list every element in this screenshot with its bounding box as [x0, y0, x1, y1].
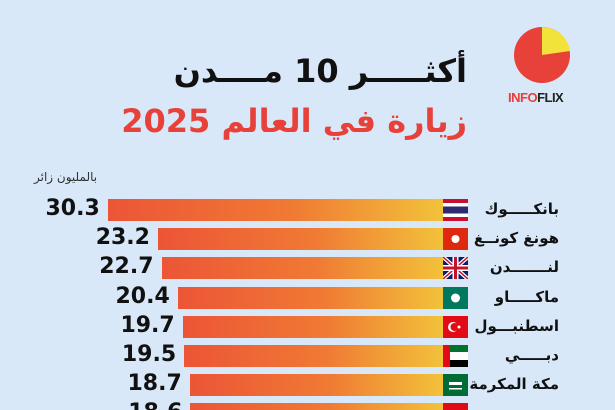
- bar: [161, 257, 443, 280]
- bar-row: 19.5 دبـــــي: [0, 342, 615, 368]
- value-label: 19.5: [121, 342, 177, 367]
- title-line-1: أكثـــــر 10 مــــدن: [173, 52, 467, 90]
- bar-row: 22.7 لنـــــــدن: [0, 254, 615, 280]
- hong-kong-flag-icon: [443, 228, 468, 251]
- bar: [157, 228, 443, 251]
- saudi-flag-icon: [443, 374, 468, 397]
- city-label: هونغ كونــغ: [473, 229, 559, 248]
- value-label: 23.2: [95, 225, 150, 251]
- value-label: 19.7: [120, 312, 175, 338]
- value-label: 22.7: [99, 254, 154, 280]
- bar-row: 30.3 بانكـــــوك: [0, 196, 615, 222]
- red-flag-icon: [443, 403, 468, 410]
- value-label: 20.4: [115, 283, 170, 309]
- city-label: دبـــــي: [504, 346, 559, 364]
- thailand-flag-icon: [443, 199, 468, 221]
- title-line-2: زيارة في العالم 2025: [121, 102, 467, 140]
- city-label: اسطنبـــول: [474, 316, 559, 335]
- bar-row: 18.6: [0, 400, 615, 410]
- bar-row: 20.4 ماكـــــاو: [0, 283, 615, 310]
- bar-row: 23.2 هونغ كونــغ: [0, 225, 615, 251]
- uae-flag-icon: [443, 345, 468, 367]
- city-label: بانكـــــوك: [484, 200, 559, 218]
- bar-row: 18.7 مكة المكرمة: [0, 371, 615, 397]
- macau-flag-icon: [443, 286, 468, 309]
- uk-flag-icon: [443, 257, 468, 280]
- pie-logo-icon: [514, 26, 570, 83]
- bar: [107, 199, 443, 221]
- bar: [190, 403, 443, 410]
- bar: [182, 315, 443, 338]
- bar: [184, 345, 443, 367]
- value-label: 30.3: [45, 196, 100, 221]
- brand-logo: INFOFLIX: [508, 90, 564, 105]
- unit-label: بالمليون زائر: [34, 170, 98, 184]
- city-label: ماكـــــاو: [494, 287, 559, 306]
- turkey-flag-icon: [443, 315, 468, 338]
- city-label: لنـــــــدن: [489, 258, 559, 277]
- bar: [177, 286, 443, 309]
- bar-row: 19.7 اسطنبـــول: [0, 312, 615, 339]
- city-label: مكة المكرمة: [469, 375, 559, 394]
- value-label: 18.6: [92, 400, 182, 410]
- value-label: 18.7: [127, 371, 182, 397]
- bar: [189, 374, 443, 397]
